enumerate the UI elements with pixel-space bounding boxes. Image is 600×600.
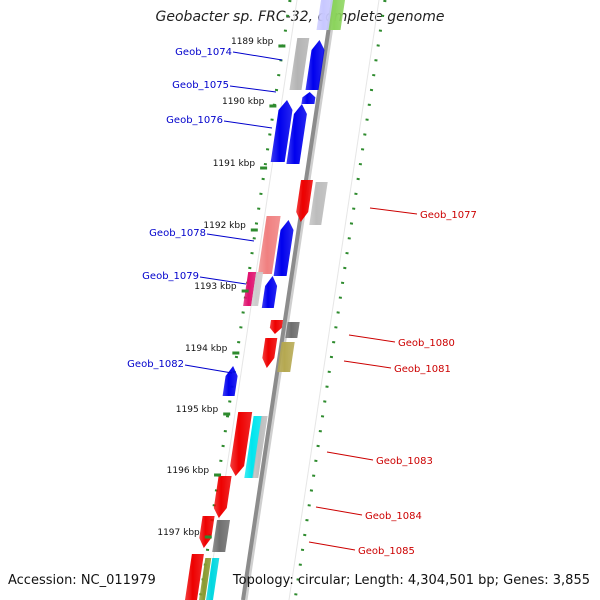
gene-arrow-1077 [296,180,313,222]
gene-arrow-1085 [199,516,215,548]
tick-label-3: 1192 kbp [203,221,246,231]
gene-arrow-1080 [269,320,283,334]
leader-line-geob-1077 [369,207,418,215]
tick-label-1: 1190 kbp [222,97,265,107]
gene-block-bottom-olive [199,558,212,600]
tick-label-8: 1197 kbp [157,528,200,538]
genome-backbone [241,0,335,600]
gene-arrow-1079 [261,276,278,308]
tick-label-6: 1195 kbp [176,405,219,415]
topology-text: Topology: circular; Length: 4,304,501 bp… [232,573,590,588]
gene-block-1083-cyan [244,416,263,478]
gene-block-1079-grey [251,272,264,306]
leader-line-geob-1078 [206,233,255,242]
gene-label-geob-1085: Geob_1085 [358,546,415,557]
tick-label-7: 1196 kbp [167,466,210,476]
gene-arrow-1078 [273,220,294,276]
gene-arrow-1075 [301,92,316,104]
tick-label-2: 1191 kbp [213,159,256,169]
accession-text: Accession: NC_011979 [8,573,156,588]
gene-arrow-1084 [213,476,232,518]
tick-label-0: 1189 kbp [231,37,274,47]
gene-block-1079-magenta [243,272,257,306]
gene-arrow-1082 [222,366,238,396]
tick-label-5: 1194 kbp [185,344,228,354]
gene-block-bottom-red [185,554,204,600]
leader-line-geob-1076 [223,120,273,129]
right-guide-line [288,0,380,600]
gene-label-geob-1084: Geob_1084 [365,511,422,522]
gene-arrow-1074 [305,40,325,90]
gene-block-1077-grey [309,182,328,225]
leader-line-geob-1083 [326,451,374,461]
gene-block-top-lilac [316,0,333,30]
gene-block-1074-grey [289,38,310,90]
leader-line-geob-1084 [315,506,363,516]
gene-block-1080-grey [285,322,300,338]
gene-block-1078-pink [257,216,281,274]
gene-arrow-1083 [230,412,253,476]
gene-label-geob-1080: Geob_1080 [398,338,455,349]
gene-block-1081-olive [277,342,295,372]
gene-arrow-1076b [286,104,307,164]
gene-block-1085-grey [212,520,230,552]
map-title: Geobacter sp. FRC-32, complete genome [155,9,445,25]
gene-block-bottom-cyan [206,558,220,600]
gene-block-1083-grey [252,416,268,478]
leader-line-geob-1075 [229,85,277,93]
leader-line-geob-1081 [343,360,392,369]
gene-label-geob-1082: Geob_1082 [127,359,184,370]
gene-arrow-1081 [262,338,278,368]
leader-line-geob-1085 [308,541,356,551]
gene-label-geob-1079: Geob_1079 [142,271,199,282]
gene-label-geob-1076: Geob_1076 [166,115,223,126]
tick-label-4: 1193 kbp [194,282,237,292]
gene-label-geob-1075: Geob_1075 [172,80,229,91]
leader-line-geob-1074 [232,51,283,61]
gene-label-geob-1081: Geob_1081 [394,364,451,375]
leader-line-geob-1079 [199,276,247,285]
leader-line-geob-1080 [348,334,396,343]
gene-label-geob-1078: Geob_1078 [149,228,206,239]
backbone-shadow [244,0,338,600]
gene-arrow-1076a [270,100,293,162]
gene-label-geob-1077: Geob_1077 [420,210,477,221]
leader-line-geob-1082 [184,364,233,374]
gene-label-geob-1074: Geob_1074 [175,47,232,58]
gene-label-geob-1083: Geob_1083 [376,456,433,467]
